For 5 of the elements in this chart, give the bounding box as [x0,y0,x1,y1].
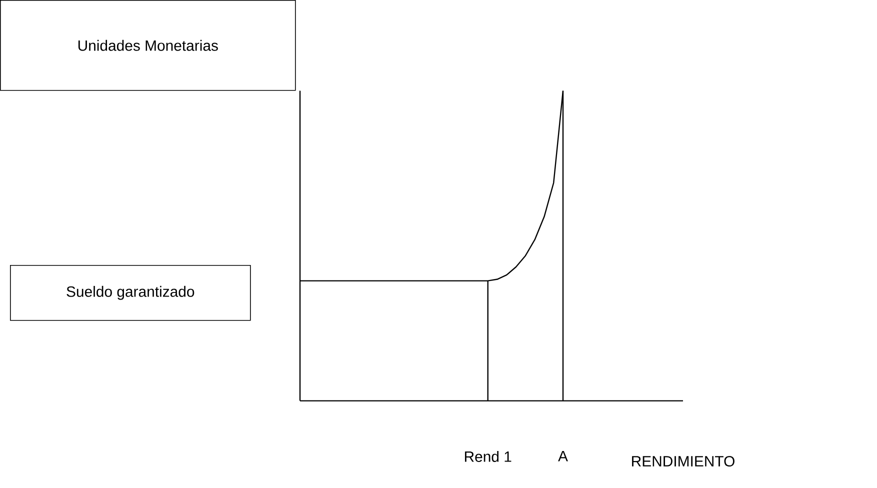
text: Unidades Monetarias [78,40,218,51]
x-tick-label: Rend 1 [464,451,512,462]
text: Sueldo garantizado [66,286,194,300]
x-tick-label: A [558,451,568,462]
x-axis-title: RENDIMIENTO [632,456,734,467]
